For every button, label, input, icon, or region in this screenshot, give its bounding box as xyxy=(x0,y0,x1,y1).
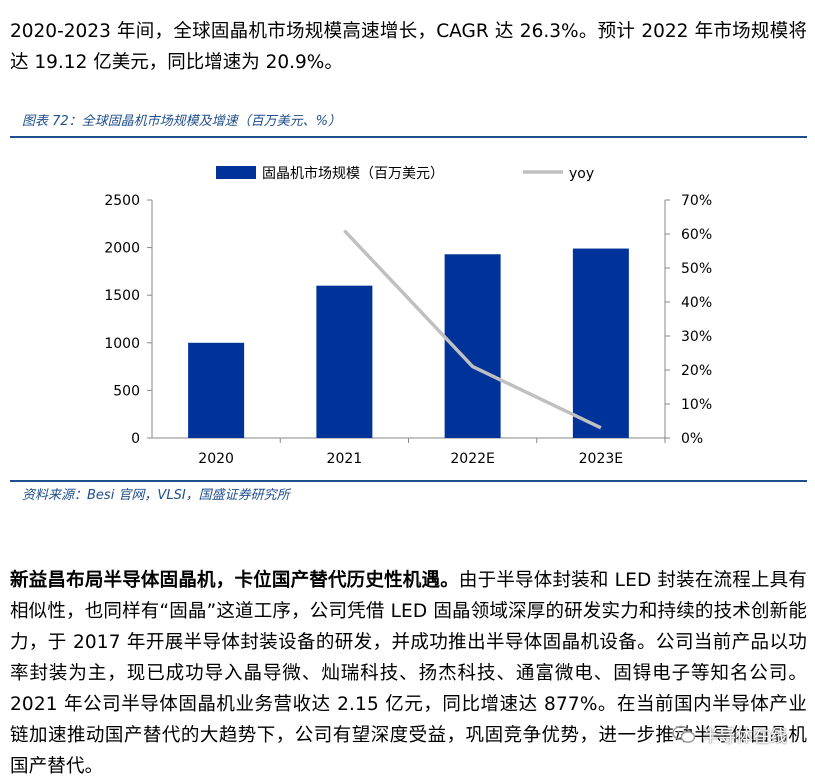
right-tick-label: 30% xyxy=(681,329,712,345)
watermark-text: 半导体在线 xyxy=(702,727,787,747)
body-lead: 新益昌布局半导体固晶机，卡位国产替代历史性机遇。 xyxy=(10,570,459,591)
bar-2021 xyxy=(316,285,373,438)
market-size-chart: 固晶机市场规模（百万美元） yoy 0 500 1000 1500 2000 2500 0% 1… xyxy=(104,165,712,467)
left-tick-label: 1500 xyxy=(104,288,140,304)
chart-axes: 0 500 1000 1500 2000 2500 0% 10% 20% 30% 40% 50% 60%… xyxy=(104,193,712,447)
intro-paragraph: 2020-2023 年间，全球固晶机市场规模高速增长，CAGR 达 26.3%。… xyxy=(10,21,807,73)
watermark: 半导体在线 xyxy=(672,722,787,747)
right-tick-label: 10% xyxy=(681,397,712,413)
left-tick-label: 2500 xyxy=(104,193,140,209)
wechat-icon xyxy=(672,725,696,743)
right-tick-label: 0% xyxy=(681,431,703,447)
right-tick-label: 70% xyxy=(681,193,712,209)
chart-legend: 固晶机市场规模（百万美元） yoy xyxy=(216,165,594,182)
body-text: 由于半导体封装和 LED 封装在流程上具有相似性，也同样有“固晶”这道工序，公司… xyxy=(10,570,808,777)
caption-divider xyxy=(10,136,807,138)
left-tick-label: 2000 xyxy=(104,241,140,257)
source-note: 资料来源：Besi 官网，VLSI，国盛证券研究所 xyxy=(22,488,290,503)
left-tick-label: 1000 xyxy=(104,336,140,352)
legend-label-bar: 固晶机市场规模（百万美元） xyxy=(262,165,444,182)
left-tick-label: 500 xyxy=(113,383,140,399)
body-paragraph: 新益昌布局半导体固晶机，卡位国产替代历史性机遇。由于半导体封装和 LED 封装在… xyxy=(10,565,807,782)
bar-2023E xyxy=(572,248,629,438)
left-tick-label: 0 xyxy=(131,431,140,447)
figure-caption: 图表 72：全球固晶机市场规模及增速（百万美元、%） xyxy=(22,114,342,129)
x-tick-label-2021: 2021 xyxy=(327,451,363,467)
x-tick-label-2023E: 2023E xyxy=(579,451,623,467)
line-series xyxy=(343,229,602,430)
right-tick-label: 20% xyxy=(681,363,712,379)
yoy-line xyxy=(343,229,602,430)
x-tick-label-2020: 2020 xyxy=(198,451,234,467)
legend-label-line: yoy xyxy=(569,166,594,182)
x-axis-labels: 2020 2021 2022E 2023E xyxy=(198,451,623,467)
legend-swatch-bar xyxy=(216,166,256,179)
x-tick-label-2022E: 2022E xyxy=(450,451,494,467)
right-tick-label: 60% xyxy=(681,227,712,243)
right-tick-label: 50% xyxy=(681,261,712,277)
right-tick-label: 40% xyxy=(681,295,712,311)
bar-2020 xyxy=(188,342,245,438)
source-divider xyxy=(10,480,807,482)
